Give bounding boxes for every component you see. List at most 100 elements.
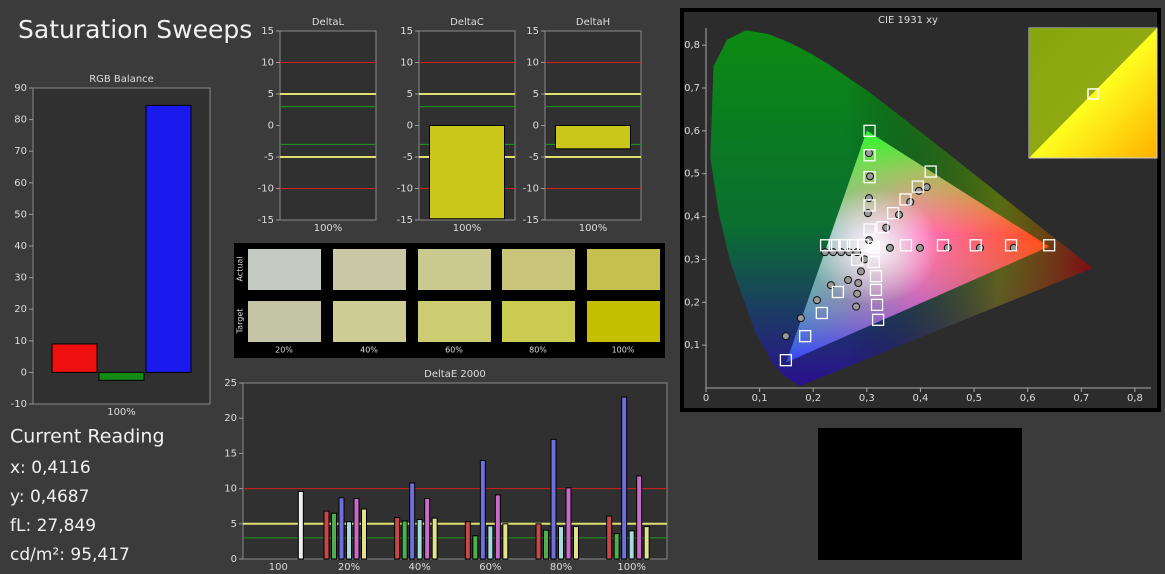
y-tick-label: 0,1 [684,340,700,351]
y-tick-label: 20 [14,304,27,315]
reading-title: Current Reading [10,426,165,448]
y-tick-label: 0 [231,554,237,565]
x-tick-label: 0,2 [805,393,821,404]
swatch-label: 40% [360,346,378,355]
measured-point [781,332,790,341]
y-tick-label: -5 [264,152,274,163]
row-label: Actual [236,256,245,281]
target-point [851,253,864,267]
actual-swatch [502,249,575,290]
y-tick-label: 15 [526,26,539,37]
plot-area [279,30,377,221]
target-point [876,221,889,234]
target-point [899,193,912,206]
y-tick-label: 20 [224,413,237,424]
target-point [863,199,876,212]
y-tick-label: 0,2 [684,297,700,308]
reading-line: cd/m²: 95,417 [10,545,130,565]
x-tick-label: 0 [703,393,709,404]
y-tick-label: -10 [258,184,274,195]
target-point [831,285,845,299]
bar [502,523,509,560]
y-tick-label: 10 [224,484,237,495]
page-title: Saturation Sweeps [18,15,252,44]
bar [621,396,628,560]
y-tick-label: 0,4 [684,212,700,223]
y-tick-label: -5 [529,152,539,163]
y-tick-label: 5 [407,89,413,100]
target-point [1004,239,1018,252]
target-point [846,239,860,252]
chart-title: DeltaL [312,17,345,28]
chart-title: DeltaC [450,17,484,28]
target-point [869,283,883,297]
y-tick-label: 0 [407,121,413,132]
target-point [838,239,851,252]
target-swatch [418,301,491,342]
x-tick-label: 20% [338,562,360,573]
bar [361,508,367,560]
y-tick-label: -15 [258,215,274,226]
target-point [1042,239,1056,252]
target-point [856,239,870,252]
swatch-label: 80% [529,346,547,355]
y-tick-label: -10 [523,184,539,195]
bar [487,525,494,560]
target-point [819,239,833,252]
measured-point [812,296,821,305]
y-tick-label: 50 [14,209,27,220]
swatch-label: 100% [612,346,635,355]
bar [636,475,643,560]
y-tick-label: 80 [14,115,27,126]
reading-line: x: 0,4116 [10,458,91,478]
y-tick-label: 25 [224,378,237,389]
y-tick-label: 15 [224,448,237,459]
measured-point [826,281,835,290]
bar [565,487,572,560]
bar [145,104,192,373]
y-tick-label: 10 [14,336,27,347]
y-tick-label: -15 [397,215,413,226]
x-tick-label: 60% [479,562,501,573]
y-tick-label: 0,7 [684,83,700,94]
target-point [863,170,876,184]
target-point [863,124,876,138]
y-tick-label: -5 [403,152,413,163]
target-point [863,223,876,236]
measured-point [882,223,891,232]
x-tick-label: 80% [550,562,572,573]
bar [401,520,408,560]
actual-swatch [248,249,321,290]
y-tick-label: 30 [14,273,27,284]
bar [494,494,501,560]
y-tick-label: 15 [261,26,274,37]
bar [323,510,330,560]
y-tick-label: -15 [523,215,539,226]
target-point [924,165,937,178]
plot-area [242,382,668,560]
bar [429,125,505,220]
row-label: Target [236,309,245,335]
preview-box [818,428,1022,560]
target-point [815,306,828,320]
target-point [911,180,924,193]
measured-point [864,194,873,203]
bar [431,517,438,560]
y-tick-label: 5 [533,89,539,100]
x-tick-label: 0,7 [1073,393,1089,404]
y-tick-label: 5 [268,89,274,100]
measured-point [922,183,931,192]
y-tick-label: 10 [400,58,413,69]
y-tick-label: -10 [397,184,413,195]
target-swatch [587,301,660,342]
measured-point [844,276,853,284]
x-tick-label: 0,5 [966,393,982,404]
bar [424,497,431,560]
bar [628,530,635,560]
zoom-target [1087,88,1099,100]
x-tick-label: 0,4 [913,393,929,404]
target-point [869,269,883,283]
measured-point [852,302,861,311]
bar [606,515,613,560]
